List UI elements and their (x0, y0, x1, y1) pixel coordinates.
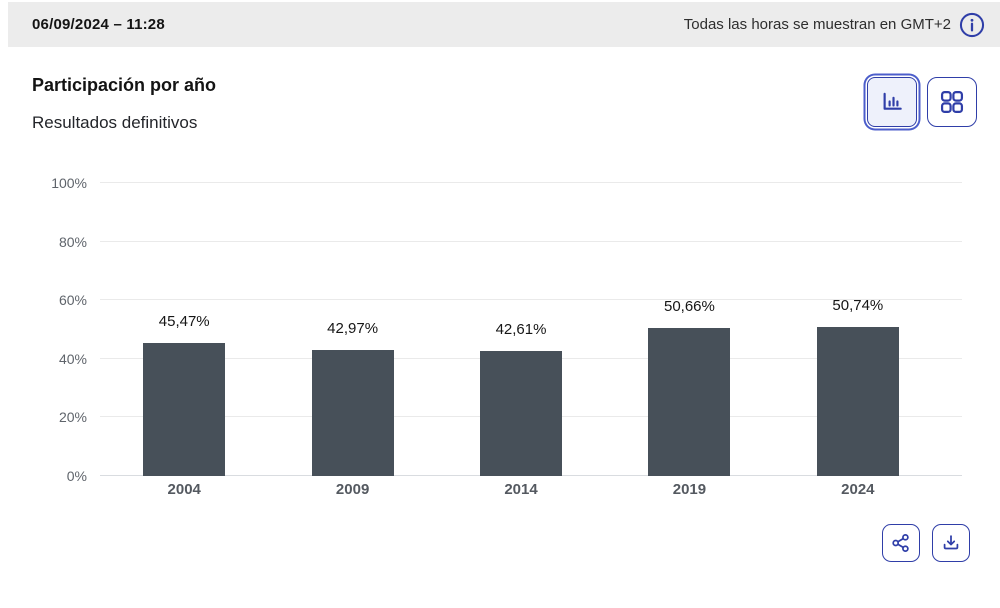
x-axis-label-2004: 2004 (167, 481, 201, 498)
bar-chart: 0% 20% 40% 60% 80% 100% 45,47% 42,97% 42,61% 50,… (40, 175, 962, 498)
download-icon (940, 532, 962, 554)
bar-value-label: 42,97% (327, 320, 379, 338)
gridline-100 (100, 182, 962, 183)
bar-chart-view-button[interactable] (867, 77, 917, 127)
bars-container: 45,47% 42,97% 42,61% 50,66% 50,74% (100, 183, 942, 476)
share-button[interactable] (882, 524, 920, 562)
bar-2019[interactable] (648, 327, 731, 476)
bar-slot-2004: 45,47% (100, 183, 268, 476)
bar-slot-2024: 50,74% (774, 183, 942, 476)
bar-2014[interactable] (480, 351, 563, 476)
plot-column: 45,47% 42,97% 42,61% 50,66% 50,74% 2004 2009 2… (100, 182, 962, 498)
y-tick-label: 40% (58, 350, 87, 367)
y-tick-label: 80% (58, 233, 87, 250)
x-axis-label-2019: 2019 (672, 481, 707, 498)
bar-slot-2014: 42,61% (437, 183, 605, 476)
bar-2024[interactable] (816, 327, 899, 476)
y-axis: 0% 20% 40% 60% 80% 100% (40, 175, 100, 484)
page-title: Participación por año (32, 75, 217, 95)
share-icon (890, 532, 912, 554)
topbar: 06/09/2024 – 11:28 Todas las horas se mu… (8, 2, 1000, 47)
bar-2004[interactable] (143, 342, 226, 476)
y-tick-label: 20% (58, 409, 87, 426)
gridline-60 (100, 299, 962, 301)
datetime-label: 06/09/2024 – 11:28 (32, 16, 165, 33)
timezone-note: Todas las horas se muestran en GMT+2 (683, 16, 951, 33)
info-button[interactable] (959, 12, 985, 38)
chart-actions (0, 524, 970, 562)
bar-2009[interactable] (311, 350, 394, 476)
bar-value-label: 45,47% (158, 312, 210, 330)
info-icon (959, 12, 985, 38)
plot-area: 45,47% 42,97% 42,61% 50,66% 50,74% (100, 182, 962, 476)
x-axis-label-2024: 2024 (841, 481, 875, 498)
bar-value-label: 50,74% (832, 297, 884, 315)
bar-slot-2019: 50,66% (605, 183, 773, 476)
header: Participación por año Resultados definit… (0, 73, 1000, 135)
page-subtitle: Resultados definitivos (32, 113, 198, 132)
bar-slot-2009: 42,97% (268, 183, 436, 476)
y-tick-label: 60% (58, 292, 87, 309)
grid-icon (938, 88, 966, 116)
topbar-right: Todas las horas se muestran en GMT+2 (684, 12, 985, 38)
gridline-80 (100, 240, 962, 242)
download-button[interactable] (932, 524, 970, 562)
x-axis: 2004 2009 2014 2019 2024 (100, 481, 942, 498)
bar-value-label: 50,66% (663, 297, 715, 315)
grid-view-button[interactable] (927, 77, 977, 127)
x-axis-label-2014: 2014 (504, 481, 538, 498)
y-tick-label: 0% (66, 468, 87, 484)
x-axis-label-2009: 2009 (335, 481, 370, 498)
view-toggles (867, 77, 977, 127)
bar-value-label: 42,61% (495, 321, 547, 339)
y-tick-label: 100% (51, 175, 87, 191)
bar-chart-icon (879, 89, 905, 115)
title-block: Participación por año Resultados definit… (32, 73, 216, 135)
